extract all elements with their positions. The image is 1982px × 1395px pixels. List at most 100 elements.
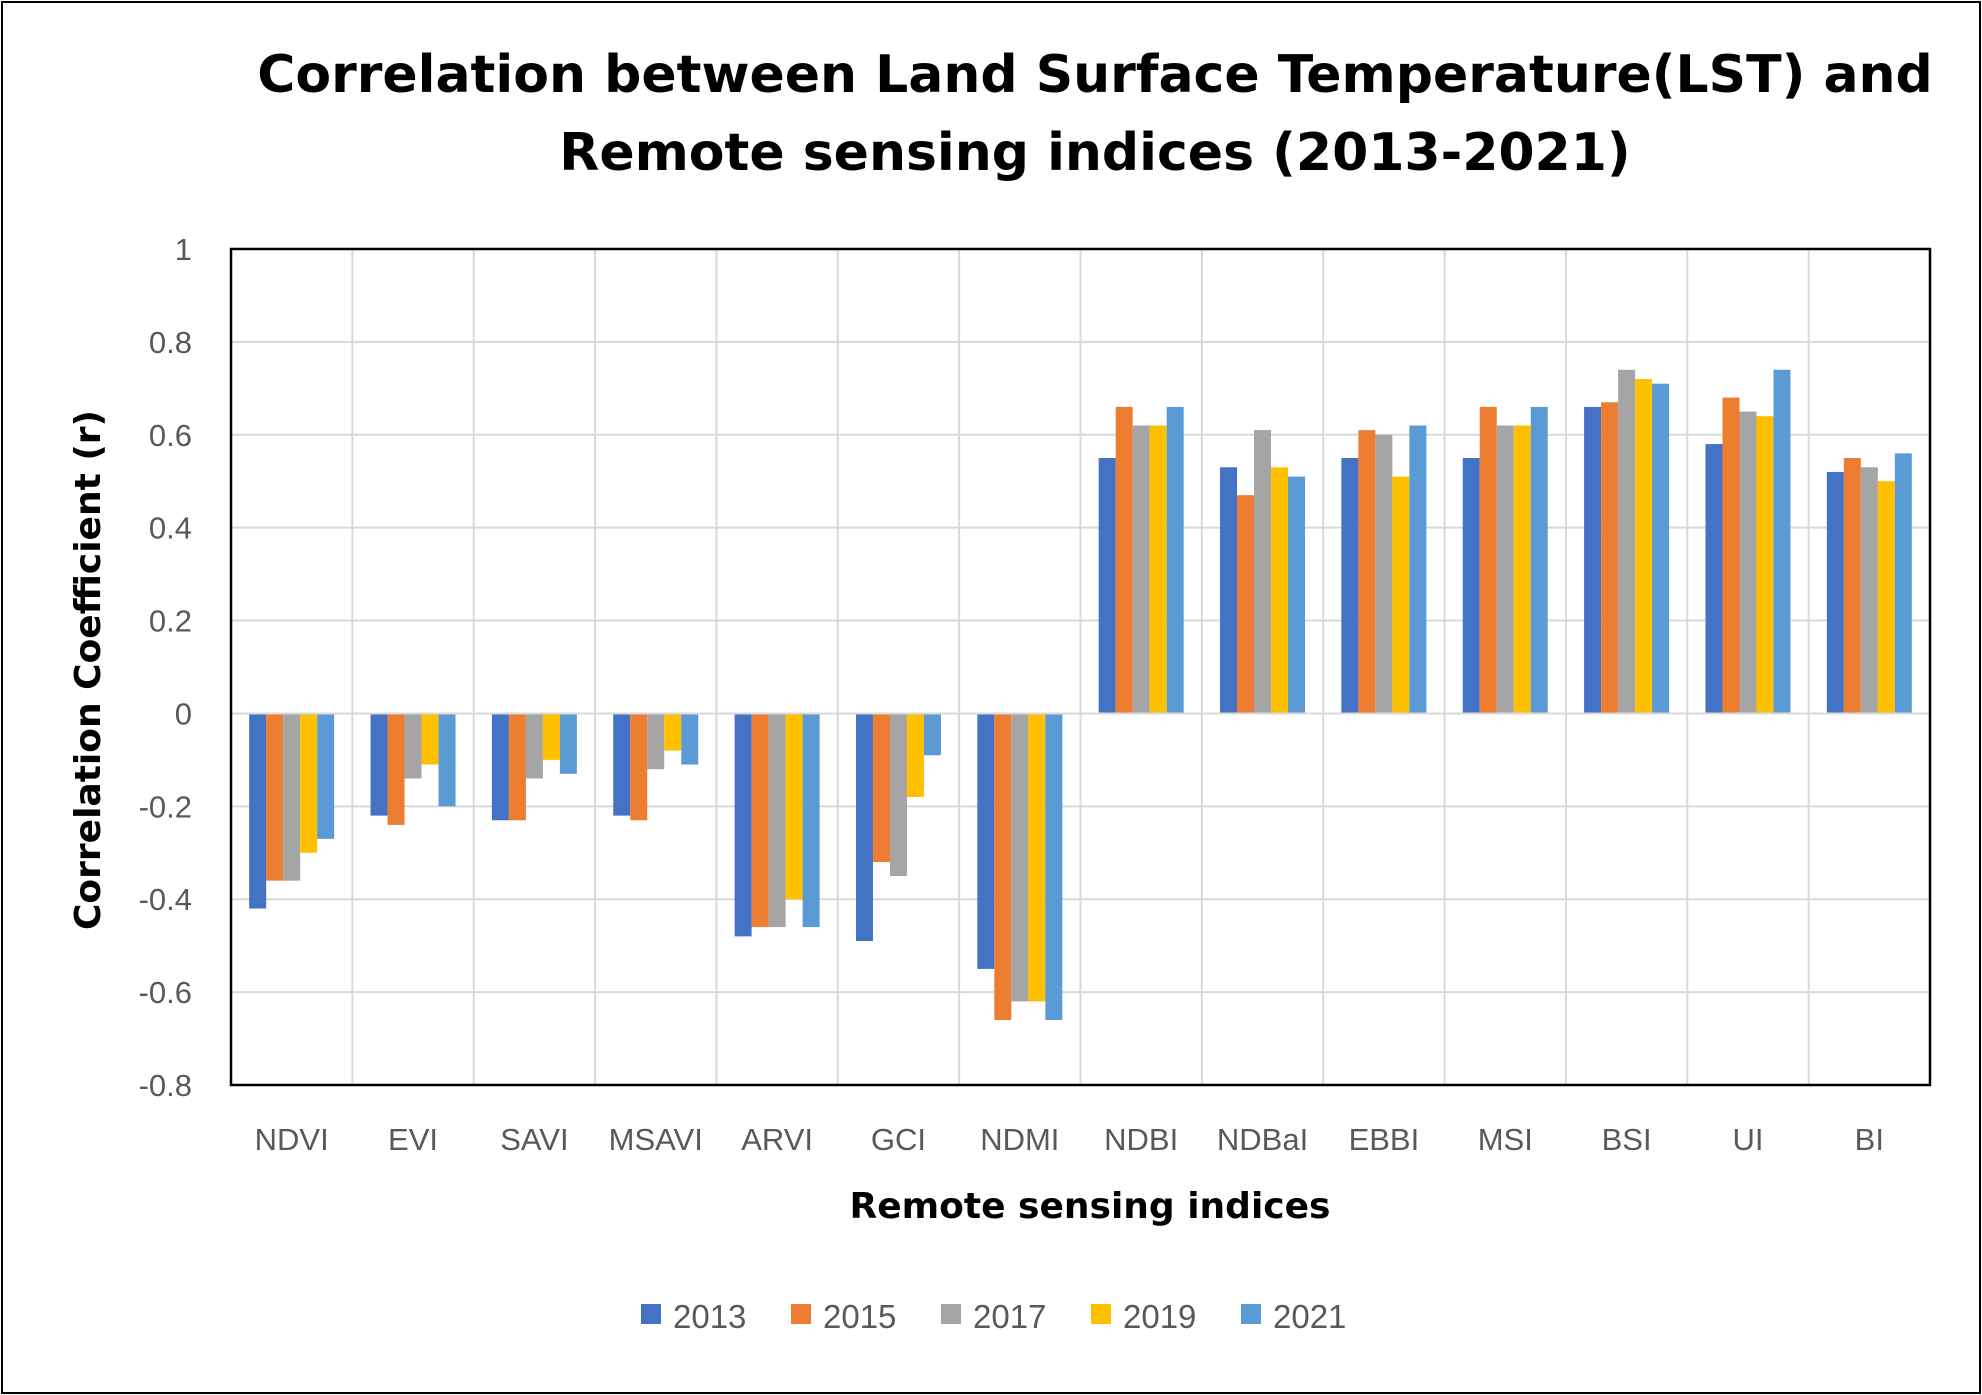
x-tick-label-msi: MSI	[1478, 1122, 1533, 1157]
y-tick-label: -0.4	[139, 882, 192, 917]
bar-msi-2019	[1513, 425, 1531, 714]
bar-bsi-2021	[1652, 383, 1670, 714]
bar-ndmi-2019	[1028, 713, 1046, 1002]
bar-msi-2015	[1479, 406, 1497, 714]
bar-ui-2015	[1722, 397, 1740, 714]
y-axis-title: Correlation Coefficient (r)	[68, 410, 109, 930]
bar-ui-2021	[1773, 369, 1791, 714]
bar-bsi-2019	[1635, 379, 1653, 714]
x-tick-labels: NDVI EVI SAVI MSAVI ARVI GCI NDMI NDBI NDBaI EBBI…	[255, 1122, 1884, 1157]
bar-ndmi-2017	[1011, 713, 1029, 1002]
x-tick-label-bsi: BSI	[1602, 1122, 1652, 1157]
bar-evi-2013	[370, 713, 388, 816]
bar-ndbi-2021	[1166, 406, 1184, 714]
bar-savi-2013	[491, 713, 509, 821]
y-tick-label: -0.2	[139, 789, 192, 824]
y-tick-label: -0.8	[139, 1068, 192, 1103]
bars	[249, 369, 1912, 1020]
bar-ui-2017	[1739, 411, 1757, 714]
bar-ebbi-2017	[1375, 434, 1393, 714]
x-tick-label-bi: BI	[1855, 1122, 1884, 1157]
bar-evi-2015	[387, 713, 405, 825]
bar-ndbi-2019	[1149, 425, 1167, 714]
x-tick-label-arvi: ARVI	[741, 1122, 813, 1157]
bar-arvi-2019	[785, 713, 803, 900]
bar-bi-2017	[1860, 467, 1878, 714]
bar-ndbi-2017	[1132, 425, 1150, 714]
legend-swatch-2013	[641, 1304, 661, 1324]
y-tick-label: 0	[175, 696, 192, 731]
bar-ebbi-2021	[1409, 425, 1427, 714]
chart-title-line-2: Remote sensing indices (2013-2021)	[559, 123, 1630, 183]
bar-gci-2015	[872, 713, 890, 863]
bar-savi-2017	[525, 713, 543, 779]
legend-label-2017: 2017	[973, 1298, 1046, 1335]
legend-swatch-2017	[941, 1304, 961, 1324]
bar-ndbai-2021	[1288, 476, 1306, 714]
bar-ndmi-2015	[994, 713, 1012, 1020]
chart-title-line-1: Correlation between Land Surface Tempera…	[257, 45, 1933, 105]
bar-msavi-2021	[681, 713, 699, 765]
y-tick-labels: 1 0.8 0.6 0.4 0.2 0 -0.2 -0.4 -0.6 -0.8	[139, 232, 192, 1103]
bar-ndbi-2013	[1098, 458, 1116, 714]
bar-arvi-2021	[802, 713, 820, 928]
x-tick-label-ui: UI	[1732, 1122, 1763, 1157]
x-tick-label-msavi: MSAVI	[609, 1122, 703, 1157]
bar-ndbai-2017	[1254, 430, 1272, 714]
bar-arvi-2015	[751, 713, 769, 928]
bar-evi-2017	[404, 713, 422, 779]
bar-evi-2019	[421, 713, 439, 765]
y-tick-label: 0.2	[149, 604, 192, 639]
legend-label-2019: 2019	[1123, 1298, 1196, 1335]
legend-swatch-2015	[791, 1304, 811, 1324]
legend-swatch-2019	[1091, 1304, 1111, 1324]
bar-savi-2021	[559, 713, 577, 774]
bar-gci-2013	[855, 713, 873, 942]
y-tick-label: -0.6	[139, 975, 192, 1010]
bar-bsi-2017	[1618, 369, 1636, 714]
bar-bi-2021	[1894, 453, 1912, 714]
x-tick-label-evi: EVI	[388, 1122, 438, 1157]
bar-gci-2021	[923, 713, 941, 756]
bar-msi-2021	[1530, 406, 1548, 714]
bar-ndmi-2021	[1045, 713, 1063, 1020]
legend: 2013 2015 2017 2019 2021	[641, 1298, 1346, 1335]
bar-bsi-2013	[1584, 406, 1602, 714]
grid-lines	[231, 248, 1930, 1086]
x-tick-label-ndmi: NDMI	[980, 1122, 1059, 1157]
y-tick-label: 0.8	[149, 325, 192, 360]
bar-msi-2013	[1462, 458, 1480, 714]
bar-gci-2017	[889, 713, 907, 876]
bar-msavi-2013	[613, 713, 631, 816]
x-tick-label-ndbai: NDBaI	[1217, 1122, 1308, 1157]
x-tick-label-ebbi: EBBI	[1349, 1122, 1420, 1157]
bar-ndvi-2017	[283, 713, 301, 881]
bar-msavi-2017	[647, 713, 665, 770]
bar-msi-2017	[1496, 425, 1514, 714]
bar-ndvi-2021	[317, 713, 335, 839]
bar-ndbai-2013	[1220, 467, 1238, 714]
bar-evi-2021	[438, 713, 456, 807]
bar-ebbi-2015	[1358, 430, 1376, 714]
bar-ndvi-2015	[266, 713, 284, 881]
bar-msavi-2019	[664, 713, 682, 751]
x-tick-label-ndbi: NDBI	[1104, 1122, 1178, 1157]
bar-ndbai-2015	[1237, 495, 1255, 714]
bar-savi-2019	[542, 713, 560, 760]
legend-label-2015: 2015	[823, 1298, 896, 1335]
x-axis-title: Remote sensing indices	[850, 1186, 1331, 1227]
bar-ndvi-2019	[300, 713, 318, 853]
bar-msavi-2015	[630, 713, 648, 821]
legend-label-2013: 2013	[673, 1298, 746, 1335]
legend-swatch-2021	[1241, 1304, 1261, 1324]
y-tick-label: 0.4	[149, 511, 192, 546]
bar-bi-2015	[1843, 458, 1861, 714]
bar-ebbi-2013	[1341, 458, 1359, 714]
bar-ui-2013	[1705, 444, 1723, 714]
bar-bi-2019	[1877, 481, 1895, 714]
x-tick-label-gci: GCI	[871, 1122, 926, 1157]
y-tick-label: 0.6	[149, 418, 192, 453]
bar-ndbi-2015	[1115, 406, 1133, 714]
bar-bsi-2015	[1601, 402, 1619, 714]
